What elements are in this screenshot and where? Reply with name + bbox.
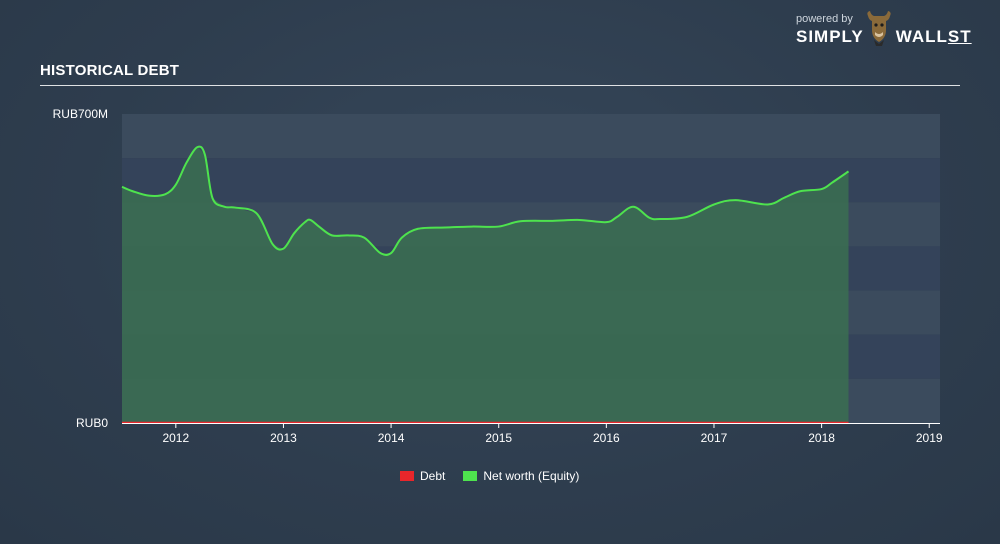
title-divider [40,85,960,86]
chart-title: HISTORICAL DEBT [40,62,180,79]
chart-series [121,145,850,424]
equity-line [121,145,850,256]
equity-area [122,147,849,423]
bull-logo-icon [867,11,891,46]
x-tick-label: 2018 [808,431,835,445]
x-tick-label: 2016 [593,431,620,445]
legend-label-net-worth: Net worth (Equity) [483,469,580,483]
chart-axes: 2012 2013 2014 2015 2016 2017 2018 2019 RUB0 RUB7… [53,107,943,445]
x-tick-label: 2012 [162,431,189,445]
legend-swatch-net-worth [463,471,478,481]
x-tick-label: 2017 [701,431,728,445]
legend-item-debt[interactable]: Debt [400,469,445,483]
legend-label-debt: Debt [420,469,446,483]
y-tick-label-max: RUB700M [53,107,108,121]
x-tick-label: 2014 [378,431,405,445]
brand-logo[interactable]: powered by SIMPLY WALLST [796,10,986,50]
y-tick-label-min: RUB0 [76,416,108,430]
chart-legend: Debt Net worth (Equity) [400,469,579,483]
x-tick-label: 2013 [270,431,297,445]
legend-item-net-worth[interactable]: Net worth (Equity) [463,469,579,483]
x-tick-label: 2015 [485,431,512,445]
powered-by-text: powered by [796,13,853,25]
legend-swatch-debt [400,471,414,481]
x-tick-label: 2019 [916,431,943,445]
grid-band [122,114,940,159]
brand-name: SIMPLY WALLST [796,27,972,46]
